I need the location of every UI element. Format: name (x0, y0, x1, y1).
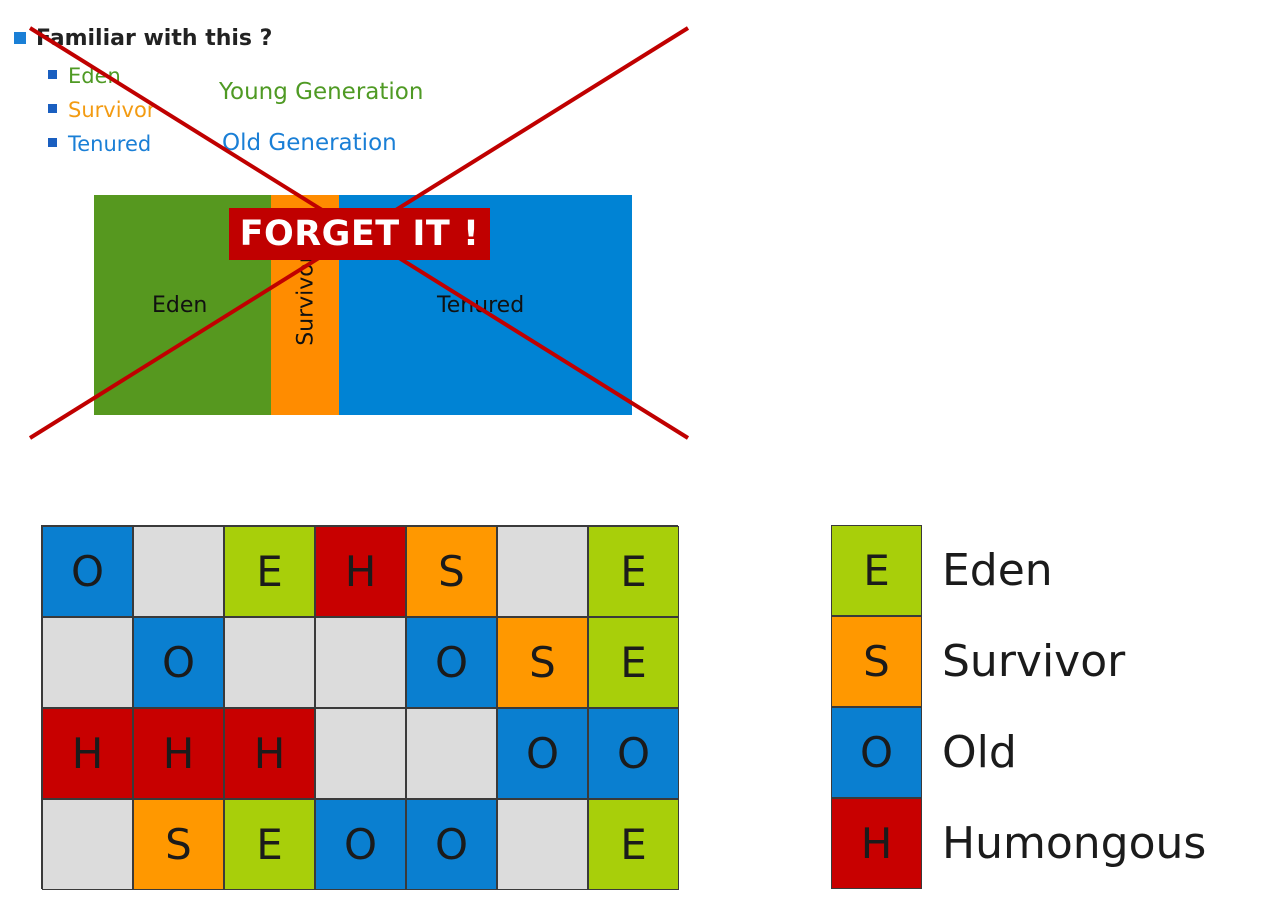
region-cell-eden: E (588, 526, 679, 617)
legend-swatch: O (831, 707, 922, 798)
region-cell-eden: E (224, 799, 315, 890)
region-cell-old: O (497, 708, 588, 799)
region-cell-old: O (133, 617, 224, 708)
region-cell-humongous: H (133, 708, 224, 799)
region-cell-eden: E (224, 526, 315, 617)
region-cell-survivor: S (406, 526, 497, 617)
forget-it-stamp: FORGET IT ! (229, 208, 490, 260)
old-generation-label: Old Generation (222, 130, 397, 156)
region-cell-old: O (406, 799, 497, 890)
legend-swatch: H (831, 798, 922, 889)
legend-label: Old (942, 727, 1017, 778)
region-cell-old: O (42, 526, 133, 617)
legend-item-eden: E Eden (831, 525, 1251, 616)
bullet-square-icon (48, 104, 57, 113)
legend-item-old: O Old (831, 707, 1251, 798)
legend-label: Eden (942, 545, 1053, 596)
legend-item-survivor: S Survivor (831, 616, 1251, 707)
region-cell-old: O (315, 799, 406, 890)
region-cell-humongous: H (315, 526, 406, 617)
region-cell-old: O (588, 708, 679, 799)
eden-block-label: Eden (152, 293, 208, 318)
region-cell-empty (497, 799, 588, 890)
region-cell-empty (42, 799, 133, 890)
region-cell-empty (497, 526, 588, 617)
bullet-square-icon (48, 70, 57, 79)
region-cell-humongous: H (42, 708, 133, 799)
bullet-square-icon (48, 138, 57, 147)
region-cell-empty (406, 708, 497, 799)
bullet-survivor-label: Survivor (68, 98, 156, 122)
bullet-tenured-label: Tenured (68, 132, 152, 156)
young-generation-label: Young Generation (219, 79, 424, 105)
region-cell-empty (224, 617, 315, 708)
region-cell-eden: E (588, 799, 679, 890)
legend-label: Survivor (942, 636, 1126, 687)
region-cell-empty (315, 708, 406, 799)
region-cell-eden: E (588, 617, 679, 708)
legend-swatch: E (831, 525, 922, 616)
region-cell-survivor: S (497, 617, 588, 708)
region-cell-old: O (406, 617, 497, 708)
bullet-square-icon (14, 32, 26, 44)
tenured-block-label: Tenured (437, 293, 525, 318)
region-cell-empty (133, 526, 224, 617)
legend-swatch: S (831, 616, 922, 707)
legend-label: Humongous (942, 818, 1207, 869)
region-cell-empty (315, 617, 406, 708)
heading: Familiar with this ? (36, 26, 273, 51)
region-cell-survivor: S (133, 799, 224, 890)
legend-item-humongous: H Humongous (831, 798, 1251, 889)
region-cell-empty (42, 617, 133, 708)
region-cell-humongous: H (224, 708, 315, 799)
